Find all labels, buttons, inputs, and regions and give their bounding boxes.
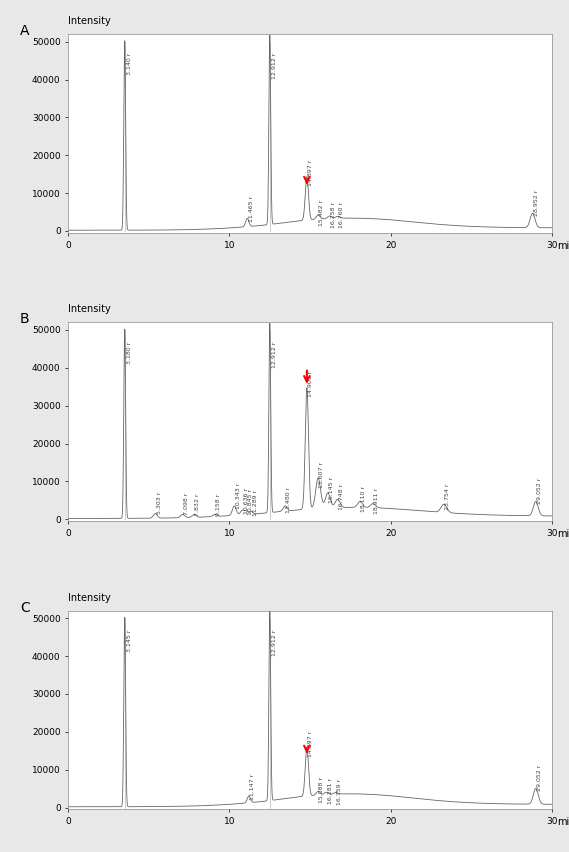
- Text: 14.897 r: 14.897 r: [308, 731, 313, 757]
- Text: 16.748 r: 16.748 r: [339, 484, 344, 510]
- Text: 12.912 r: 12.912 r: [272, 630, 277, 656]
- Text: 15.607 r: 15.607 r: [319, 462, 324, 488]
- Text: 11.289 r: 11.289 r: [253, 490, 258, 515]
- Text: A: A: [20, 24, 30, 38]
- Text: 11.147 r: 11.147 r: [250, 774, 255, 799]
- Text: 28.952 r: 28.952 r: [534, 189, 539, 216]
- Text: 11.465 r: 11.465 r: [249, 195, 254, 222]
- Text: 29.052 r: 29.052 r: [537, 764, 542, 791]
- Text: 16.281 r: 16.281 r: [328, 779, 332, 804]
- Text: 15.088 r: 15.088 r: [319, 777, 324, 803]
- Text: 7.832 r: 7.832 r: [195, 493, 200, 515]
- Text: 7.098 r: 7.098 r: [184, 492, 189, 515]
- Text: min: min: [556, 241, 569, 250]
- Text: 13.480 r: 13.480 r: [286, 487, 291, 513]
- Text: Intensity: Intensity: [68, 593, 111, 602]
- Text: 16.759 r: 16.759 r: [337, 779, 342, 805]
- Text: 12.912 r: 12.912 r: [272, 342, 277, 368]
- Text: 16.258 r: 16.258 r: [331, 201, 336, 227]
- Text: 10.343 r: 10.343 r: [236, 482, 241, 509]
- Text: 29.052 r: 29.052 r: [537, 478, 542, 504]
- Text: 3.145 r: 3.145 r: [127, 630, 131, 652]
- Text: 18.110 r: 18.110 r: [361, 486, 366, 512]
- Text: 18.911 r: 18.911 r: [374, 488, 380, 515]
- Text: min: min: [556, 529, 569, 539]
- Text: 10.636 r: 10.636 r: [244, 488, 249, 514]
- Text: 14.903 r: 14.903 r: [308, 371, 313, 397]
- Text: 5.303 r: 5.303 r: [156, 492, 162, 514]
- Text: 14.897 r: 14.897 r: [308, 160, 313, 187]
- Text: B: B: [20, 313, 30, 326]
- Text: 3.180 r: 3.180 r: [127, 342, 131, 364]
- Text: 3.140 r: 3.140 r: [127, 53, 131, 75]
- Text: 9.158 r: 9.158 r: [216, 494, 221, 516]
- Text: Intensity: Intensity: [68, 304, 111, 314]
- Text: 12.912 r: 12.912 r: [272, 53, 277, 79]
- Text: C: C: [20, 601, 30, 614]
- Text: 16.145 r: 16.145 r: [329, 477, 334, 504]
- Text: 23.754 r: 23.754 r: [445, 484, 450, 510]
- Text: 10.845 r: 10.845 r: [248, 489, 253, 515]
- Text: min: min: [556, 817, 569, 827]
- Text: 15.482 r: 15.482 r: [319, 199, 324, 226]
- Text: Intensity: Intensity: [68, 16, 111, 26]
- Text: 16.760 r: 16.760 r: [339, 202, 344, 228]
